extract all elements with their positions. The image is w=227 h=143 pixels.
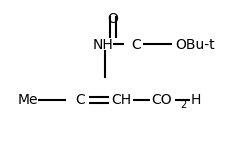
Text: CO: CO [152,93,172,107]
Text: NH: NH [92,38,113,52]
Text: 2: 2 [180,100,186,110]
Text: C: C [75,93,85,107]
Text: O: O [108,12,118,26]
Text: C: C [131,38,141,52]
Text: CH: CH [111,93,131,107]
Text: H: H [191,93,201,107]
Text: OBu-t: OBu-t [175,38,215,52]
Text: Me: Me [18,93,39,107]
